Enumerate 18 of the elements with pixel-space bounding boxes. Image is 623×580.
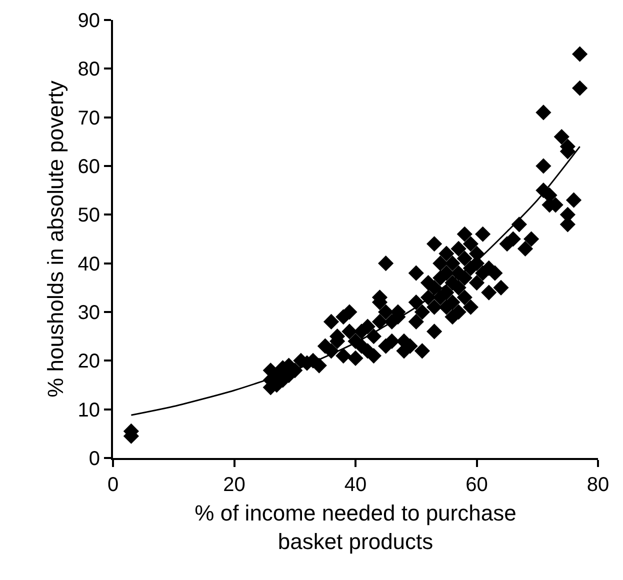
- y-tick-label: 0: [88, 448, 100, 470]
- y-tick-label: 30: [78, 302, 100, 324]
- y-tick-label: 60: [78, 156, 100, 178]
- x-tick-label: 20: [223, 474, 246, 496]
- y-tick-label: 40: [78, 253, 100, 276]
- x-tick-label: 80: [586, 474, 610, 496]
- y-tick-label: 10: [78, 399, 100, 422]
- x-tick-label: 40: [344, 474, 367, 496]
- x-axis-title: % of income needed to purchase basket products: [194, 500, 516, 554]
- y-tick-label: 50: [78, 204, 100, 227]
- y-tick-label: 20: [78, 350, 100, 373]
- x-tick-label: 0: [107, 474, 119, 496]
- y-tick-label: 80: [78, 58, 100, 81]
- x-tick-label: 60: [466, 474, 488, 496]
- y-tick-label: 70: [78, 107, 100, 130]
- line-series: [130, 146, 581, 416]
- y-tick-label: 90: [78, 10, 100, 32]
- y-axis-title: % housholds in absolute poverty: [43, 80, 68, 398]
